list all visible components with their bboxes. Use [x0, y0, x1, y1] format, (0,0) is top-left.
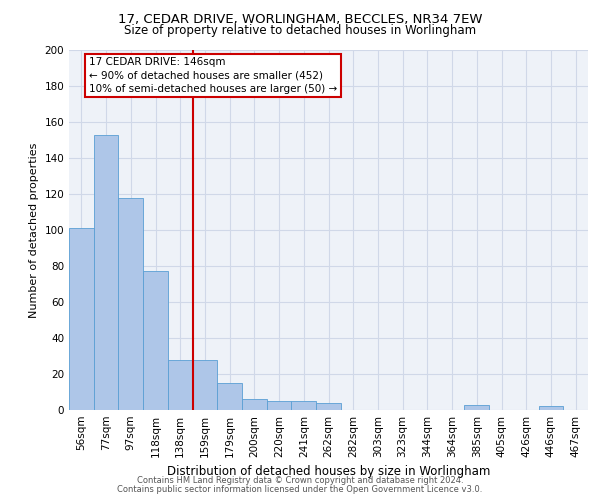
Bar: [69, 228, 94, 410]
Bar: [168, 360, 193, 410]
Y-axis label: Number of detached properties: Number of detached properties: [29, 142, 39, 318]
Bar: [267, 401, 292, 410]
Bar: [193, 360, 217, 410]
Bar: [539, 406, 563, 410]
Bar: [143, 272, 168, 410]
X-axis label: Distribution of detached houses by size in Worlingham: Distribution of detached houses by size …: [167, 466, 490, 478]
Text: 17, CEDAR DRIVE, WORLINGHAM, BECCLES, NR34 7EW: 17, CEDAR DRIVE, WORLINGHAM, BECCLES, NR…: [118, 12, 482, 26]
Bar: [292, 401, 316, 410]
Bar: [464, 404, 489, 410]
Text: Contains HM Land Registry data © Crown copyright and database right 2024.: Contains HM Land Registry data © Crown c…: [137, 476, 463, 485]
Bar: [242, 399, 267, 410]
Text: Contains public sector information licensed under the Open Government Licence v3: Contains public sector information licen…: [118, 485, 482, 494]
Text: 17 CEDAR DRIVE: 146sqm
← 90% of detached houses are smaller (452)
10% of semi-de: 17 CEDAR DRIVE: 146sqm ← 90% of detached…: [89, 57, 337, 94]
Bar: [94, 134, 118, 410]
Bar: [217, 383, 242, 410]
Text: Size of property relative to detached houses in Worlingham: Size of property relative to detached ho…: [124, 24, 476, 37]
Bar: [316, 403, 341, 410]
Bar: [118, 198, 143, 410]
